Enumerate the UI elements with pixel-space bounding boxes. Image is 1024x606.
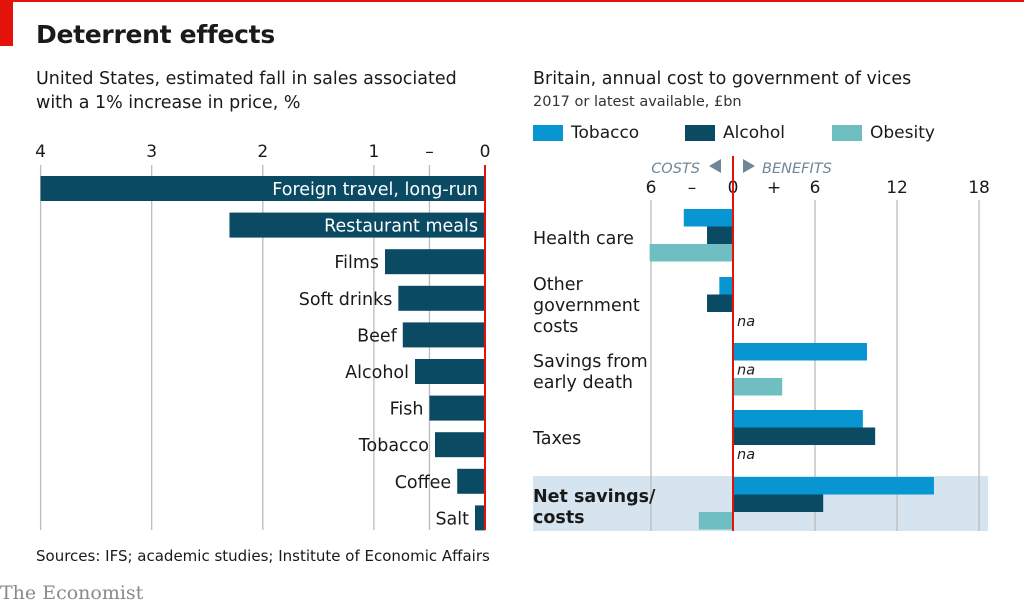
left-tick-label: 3 <box>146 142 157 162</box>
bar-label-restaurant-meals: Restaurant meals <box>324 217 478 237</box>
bar-restaurant-meals <box>229 212 485 238</box>
category-label-other-government-costs: Other <box>533 275 583 295</box>
category-label-other-government-costs: government <box>533 296 640 316</box>
legend-label-alcohol: Alcohol <box>723 123 785 143</box>
right-tick-label: + <box>767 178 781 198</box>
left-tick-label: – <box>425 142 434 162</box>
benefits-arrow-icon <box>743 159 755 173</box>
bar-label-films: Films <box>334 253 379 273</box>
bar-tobacco-savings-from-early-death <box>733 343 867 361</box>
bar-coffee <box>457 468 485 494</box>
na-label-alcohol: na <box>737 363 755 379</box>
bar-tobacco-net-savings-costs <box>733 477 934 495</box>
legend-item-obesity: Obesity <box>832 121 935 145</box>
bar-salt <box>475 505 485 531</box>
legend-label-tobacco: Tobacco <box>571 123 640 143</box>
left-tick-label: 4 <box>35 142 46 162</box>
bar-label-soft-drinks: Soft drinks <box>299 290 393 310</box>
source-note: Sources: IFS; academic studies; Institut… <box>36 547 490 565</box>
bar-alcohol-other-government-costs <box>707 294 733 312</box>
bar-label-coffee: Coffee <box>395 473 452 493</box>
bar-label-salt: Salt <box>435 509 469 529</box>
bar-tobacco-taxes <box>733 410 863 428</box>
na-label-obesity: na <box>737 447 755 463</box>
page-title: Deterrent effects <box>36 20 275 49</box>
category-label-net-savings-costs: Net savings/ <box>533 487 656 507</box>
category-label-other-government-costs: costs <box>533 317 578 337</box>
category-label-savings-from-early-death: early death <box>533 373 633 393</box>
bar-label-beef: Beef <box>357 326 398 346</box>
category-label-health-care: Health care <box>533 229 634 249</box>
right-tick-label: – <box>688 178 697 198</box>
right-chart-title: Britain, annual cost to government of vi… <box>533 69 912 89</box>
bar-films <box>385 249 485 275</box>
right-tick-label: 18 <box>968 178 990 198</box>
costs-arrow-icon <box>709 159 721 173</box>
bar-label-tobacco: Tobacco <box>358 436 429 456</box>
left-chart-title: United States, estimated fall in sales a… <box>36 69 457 113</box>
left-tick-label: 1 <box>368 142 379 162</box>
legend-swatch-obesity <box>832 125 862 141</box>
bar-obesity-health-care <box>649 244 733 262</box>
brand-logo: The Economist <box>0 582 144 604</box>
bar-alcohol-taxes <box>733 427 876 445</box>
legend-item-tobacco: Tobacco <box>533 121 639 145</box>
bar-foreign-travel-long-run <box>40 176 485 201</box>
right-tick-label: 6 <box>646 178 657 198</box>
na-label-obesity: na <box>737 314 755 330</box>
legend-swatch-alcohol <box>685 125 715 141</box>
bar-alcohol-health-care <box>707 226 733 244</box>
brand-tag <box>0 0 13 46</box>
legend-label-obesity: Obesity <box>870 123 935 143</box>
legend-swatch-tobacco <box>533 125 563 141</box>
bar-alcohol <box>415 359 485 384</box>
category-label-net-savings-costs: costs <box>533 508 585 528</box>
bar-tobacco-health-care <box>683 209 733 227</box>
benefits-label: BENEFITS <box>762 161 832 177</box>
top-rule <box>0 0 1024 2</box>
right-chart-subtitle: 2017 or latest available, £bn <box>533 94 742 110</box>
category-label-taxes: Taxes <box>532 429 581 449</box>
bar-label-alcohol: Alcohol <box>345 363 409 383</box>
bar-alcohol-net-savings-costs <box>733 494 824 512</box>
bar-beef <box>402 322 485 348</box>
bar-tobacco-other-government-costs <box>719 277 733 295</box>
bar-soft-drinks <box>398 285 485 311</box>
legend-item-alcohol: Alcohol <box>685 121 785 145</box>
right-tick-label: 12 <box>886 178 908 198</box>
category-label-savings-from-early-death: Savings from <box>533 352 648 372</box>
bar-tobacco <box>435 432 485 458</box>
bar-fish <box>429 395 485 421</box>
bar-obesity-net-savings-costs <box>698 512 733 530</box>
costs-label: COSTS <box>651 161 700 177</box>
right-tick-label: 6 <box>810 178 821 198</box>
left-tick-label: 2 <box>257 142 268 162</box>
left-tick-label: 0 <box>480 142 491 162</box>
bar-label-foreign-travel-long-run: Foreign travel, long-run <box>272 180 478 200</box>
bar-obesity-savings-from-early-death <box>733 378 783 396</box>
bar-label-fish: Fish <box>390 400 424 420</box>
